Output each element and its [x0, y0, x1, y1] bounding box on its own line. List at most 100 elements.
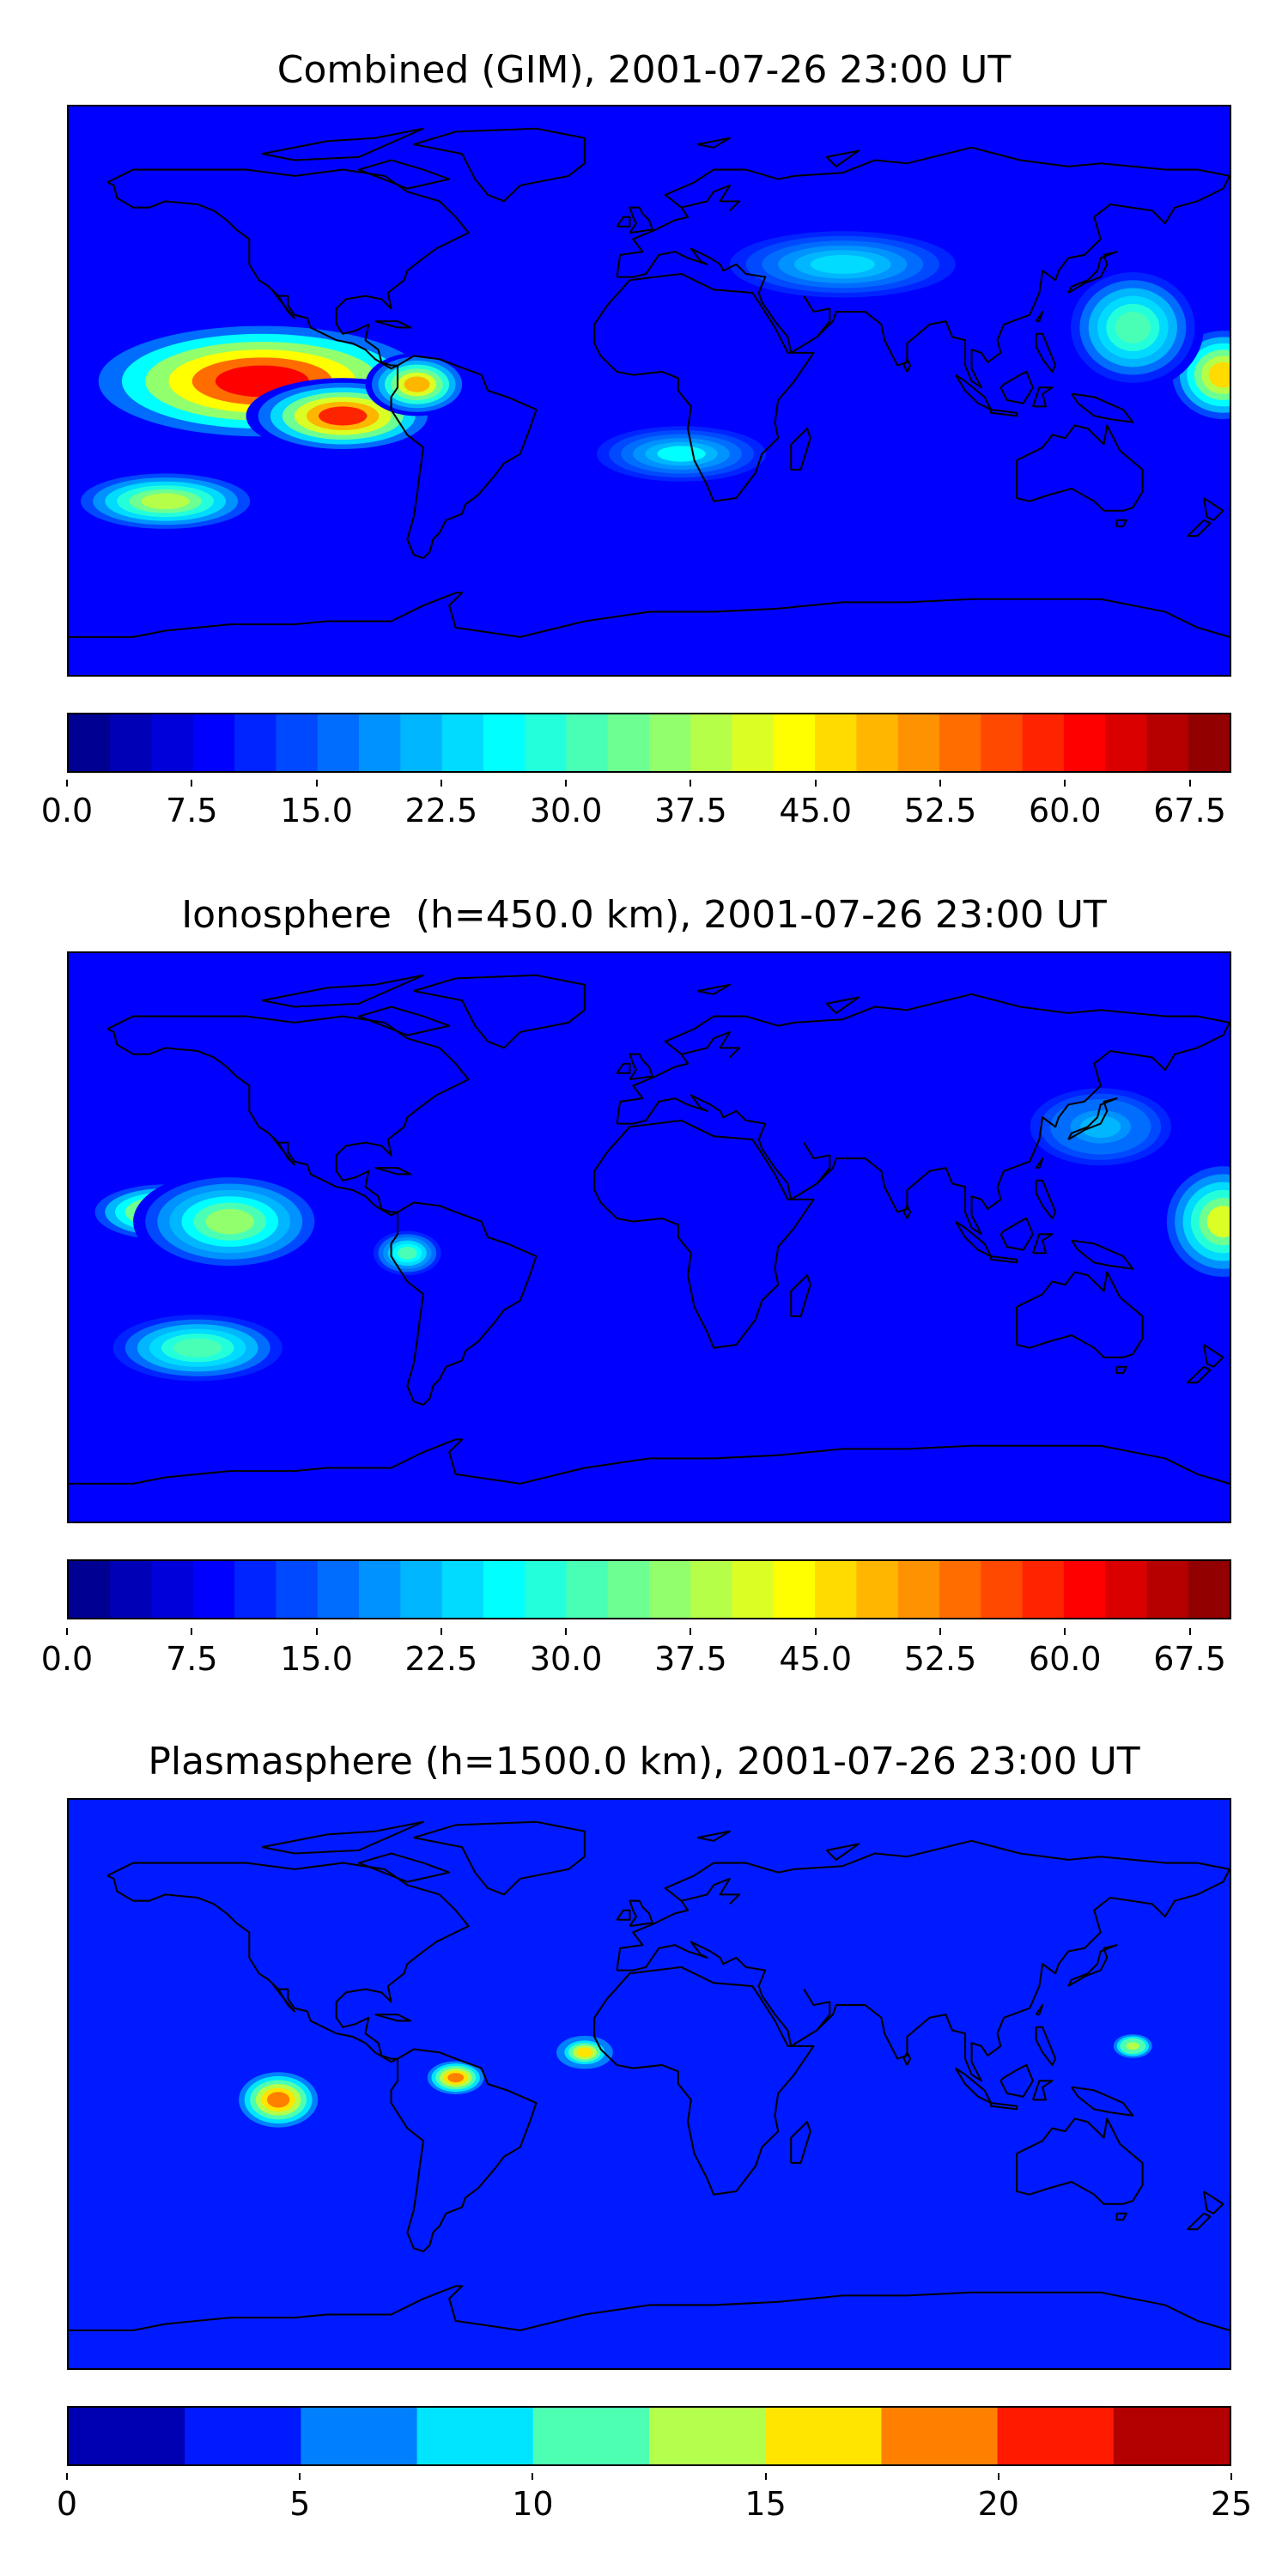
coastline [825, 149, 860, 167]
coastline [1071, 1239, 1134, 1270]
colorbar-swatch [690, 1561, 733, 1618]
colorbar-tick-label: 67.5 [1153, 792, 1226, 829]
coastline [593, 1119, 815, 1349]
coastline [790, 2121, 811, 2164]
coastline [106, 1862, 470, 2063]
coastline [999, 370, 1034, 404]
colorbar-swatch [1188, 714, 1230, 771]
coastline [593, 1965, 815, 2196]
colorbar-tick-label: 37.5 [654, 792, 727, 829]
panel-title: Plasmasphere (h=1500.0 km), 2001-07-26 2… [148, 1740, 1140, 1783]
coastline [1016, 2117, 1144, 2205]
coastline [262, 974, 425, 1008]
coastline [616, 1062, 631, 1074]
colorbar-swatch [690, 714, 733, 771]
colorbar-swatch [1063, 1561, 1106, 1618]
colorbar-tick-mark [66, 2473, 68, 2480]
coastline [616, 1909, 631, 1921]
colorbar-swatch [1063, 714, 1106, 771]
colorbar-swatch [359, 1561, 401, 1618]
contour-region [69, 469, 263, 533]
colorbar-tick-label: 25 [1210, 2485, 1253, 2523]
coastline [681, 1877, 741, 1905]
coastline [1115, 2212, 1127, 2221]
contour-region [233, 2068, 324, 2132]
coastline [902, 2051, 912, 2066]
coastline [825, 996, 860, 1014]
colorbar-tick-mark [532, 2473, 534, 2480]
coastline [270, 1982, 295, 2013]
coastline [616, 146, 1230, 389]
coastline [270, 289, 295, 319]
coastline [357, 1005, 451, 1036]
colorbar-ticks: 0 5 10 15 20 25 [57, 2473, 1252, 2531]
colorbar-swatch [1022, 1561, 1065, 1618]
coastline [1187, 519, 1212, 538]
coastline [1115, 1365, 1127, 1375]
colorbar-swatch [773, 714, 816, 771]
colorbar-tick-label: 15.0 [280, 1640, 353, 1678]
colorbar-ticks: 0.0 7.5 15.0 22.5 30.0 37.5 45.0 52.5 60.0 67.5 [41, 1628, 1231, 1686]
colorbar-swatch [649, 2408, 766, 2464]
map-plot [67, 105, 1231, 677]
colorbar-swatch [400, 714, 443, 771]
coastline [374, 1167, 412, 1176]
colorbar-tick-mark [997, 2473, 999, 2480]
colorbar-swatch [234, 1561, 276, 1618]
colorbar-swatch [151, 1561, 194, 1618]
colorbar-swatch [532, 2408, 650, 2464]
coastline [270, 1135, 295, 1166]
colorbar-swatch [765, 2408, 882, 2464]
coastline [1067, 1944, 1118, 1987]
colorbar-tick-mark [1188, 780, 1191, 787]
colorbar-tick-mark [565, 780, 568, 787]
colorbar-swatch [732, 1561, 775, 1618]
coastlines [69, 127, 1230, 638]
colorbar-swatch [69, 714, 111, 771]
coastline [902, 1205, 912, 1219]
coastline [374, 320, 412, 329]
coastline [616, 1839, 1230, 2082]
coastline [374, 2014, 412, 2022]
contour-region [1107, 2030, 1159, 2063]
colorbar-tick-mark [440, 1628, 442, 1635]
coastline [1016, 424, 1144, 512]
coastline [990, 1255, 1018, 1264]
colorbar-swatch [815, 1561, 857, 1618]
coastline [1115, 519, 1127, 528]
coastline [902, 358, 912, 373]
coastline [1035, 311, 1044, 323]
coastline [1202, 497, 1224, 521]
colorbar-tick-mark [764, 2473, 767, 2480]
contour-region [552, 2033, 617, 2072]
colorbar-swatch [773, 1561, 816, 1618]
coastline [1187, 1365, 1212, 1384]
colorbar-swatch [897, 1561, 940, 1618]
coastline [390, 1201, 538, 1406]
coastline [357, 1852, 451, 1883]
colorbar-swatch [525, 714, 567, 771]
coastline [629, 1899, 653, 1928]
coastline [954, 1220, 993, 1258]
colorbar-swatch [192, 714, 235, 771]
coastline [1067, 251, 1118, 294]
colorbar-tick-label: 22.5 [404, 792, 478, 829]
map-plot [67, 1798, 1231, 2370]
colorbar-swatch [317, 714, 360, 771]
coastline [593, 272, 815, 502]
colorbar-tick-mark [315, 1628, 318, 1635]
colorbar-tick-mark [299, 2473, 301, 2480]
coastline [106, 168, 470, 370]
coastline [1035, 332, 1057, 373]
coastline [1035, 1157, 1044, 1170]
contour-region [584, 422, 779, 486]
colorbar-swatch [276, 1561, 319, 1618]
coastline [357, 159, 451, 190]
colorbar-swatch [483, 714, 526, 771]
colorbar-tick-label: 45.0 [779, 1640, 853, 1678]
coastline [629, 1053, 653, 1081]
coastline [69, 592, 1230, 638]
colorbar-tick-label: 7.5 [166, 1640, 218, 1678]
colorbar-tick-mark [66, 780, 68, 787]
panel-title: Combined (GIM), 2001-07-26 23:00 UT [276, 48, 1012, 92]
